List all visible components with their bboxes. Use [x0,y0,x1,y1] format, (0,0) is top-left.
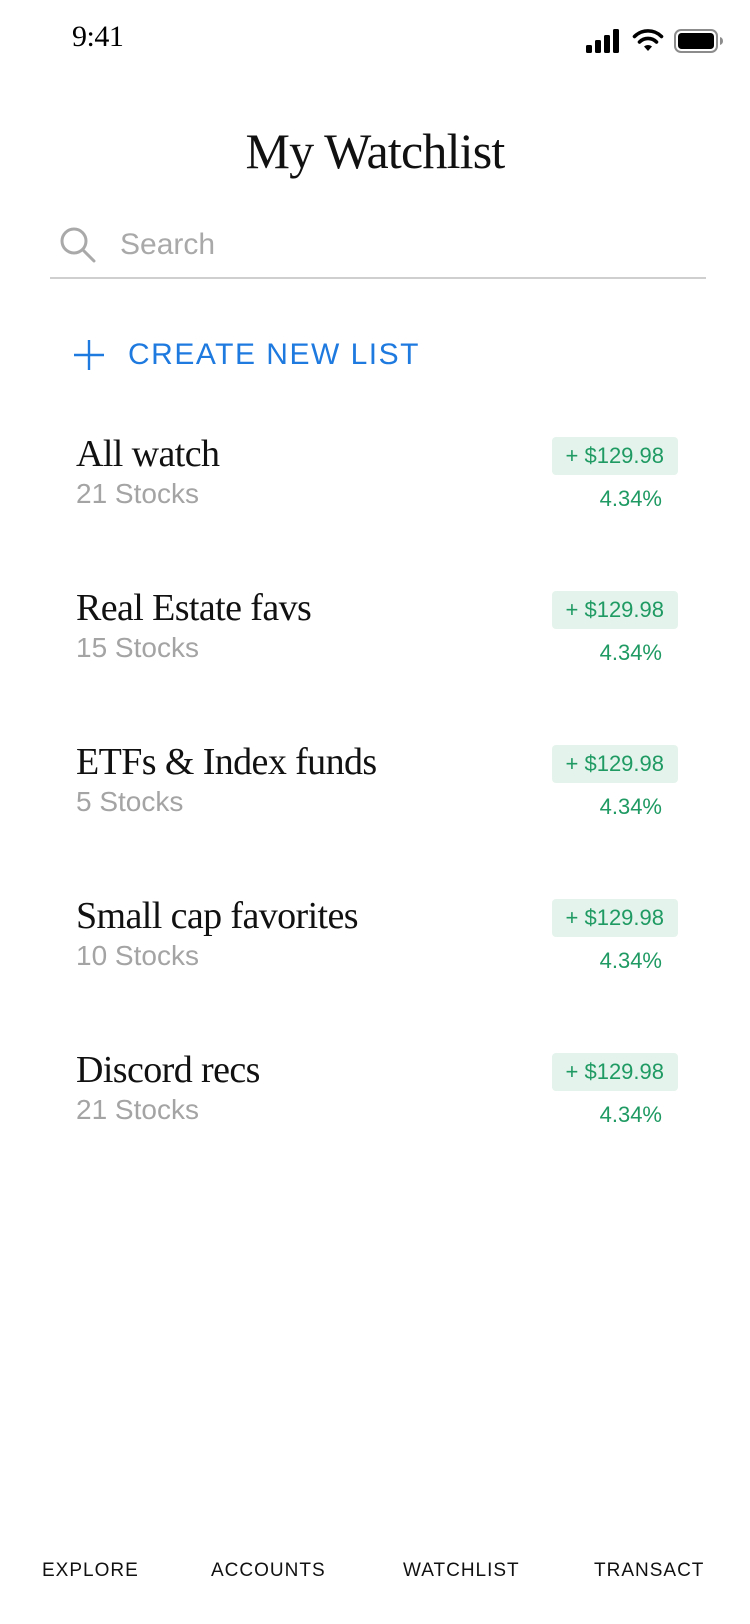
percent-change: 4.34% [599,794,662,819]
percent-change: 4.34% [599,640,662,665]
tab-accounts[interactable]: ACCOUNTS [211,1560,326,1581]
watchlist-item[interactable]: Discord recs 21 Stocks + $129.98 4.34% [0,1044,750,1198]
price-change-badge: + $129.98 [551,899,678,937]
bottom-tab-bar: EXPLORE ACCOUNTS WATCHLIST TRANSACT [0,1560,750,1610]
watchlist-name: Small cap favorites [76,895,359,937]
wifi-icon [632,29,664,51]
watchlist-name: Real Estate favs [76,587,312,629]
status-icons [586,26,724,56]
watchlist-list: All watch 21 Stocks + $129.98 4.34% Real… [0,428,750,1198]
create-new-list-label: CREATE NEW LIST [128,338,420,371]
price-change-badge: + $129.98 [551,591,678,629]
search-input[interactable] [120,223,680,267]
status-bar: 9:41 [0,0,750,88]
create-new-list-button[interactable]: CREATE NEW LIST [72,332,420,378]
percent-change: 4.34% [599,948,662,973]
tab-watchlist[interactable]: WATCHLIST [403,1560,520,1581]
plus-icon [74,340,104,370]
watchlist-stock-count: 21 Stocks [76,478,199,509]
search-icon [60,227,96,263]
watchlist-stock-count: 5 Stocks [76,786,184,817]
cellular-signal-icon [586,29,619,53]
watchlist-name: All watch [76,433,220,475]
percent-change: 4.34% [599,1102,662,1127]
watchlist-name: Discord recs [76,1049,260,1091]
watchlist-item[interactable]: ETFs & Index funds 5 Stocks + $129.98 4.… [0,736,750,890]
watchlist-item[interactable]: Real Estate favs 15 Stocks + $129.98 4.3… [0,582,750,736]
watchlist-stock-count: 21 Stocks [76,1094,199,1125]
watchlist-stock-count: 10 Stocks [76,940,199,971]
status-time: 9:41 [72,20,124,53]
search-bar[interactable] [50,215,706,279]
page-title: My Watchlist [245,123,505,179]
price-change-badge: + $129.98 [551,1053,678,1091]
percent-change: 4.34% [599,486,662,511]
price-change-badge: + $129.98 [551,745,678,783]
watchlist-name: ETFs & Index funds [76,741,377,783]
watchlist-item[interactable]: Small cap favorites 10 Stocks + $129.98 … [0,890,750,1044]
price-change-badge: + $129.98 [551,437,678,475]
tab-explore[interactable]: EXPLORE [42,1560,139,1581]
tab-transact[interactable]: TRANSACT [594,1560,705,1581]
battery-icon [674,29,723,53]
watchlist-item[interactable]: All watch 21 Stocks + $129.98 4.34% [0,428,750,582]
watchlist-stock-count: 15 Stocks [76,632,199,663]
